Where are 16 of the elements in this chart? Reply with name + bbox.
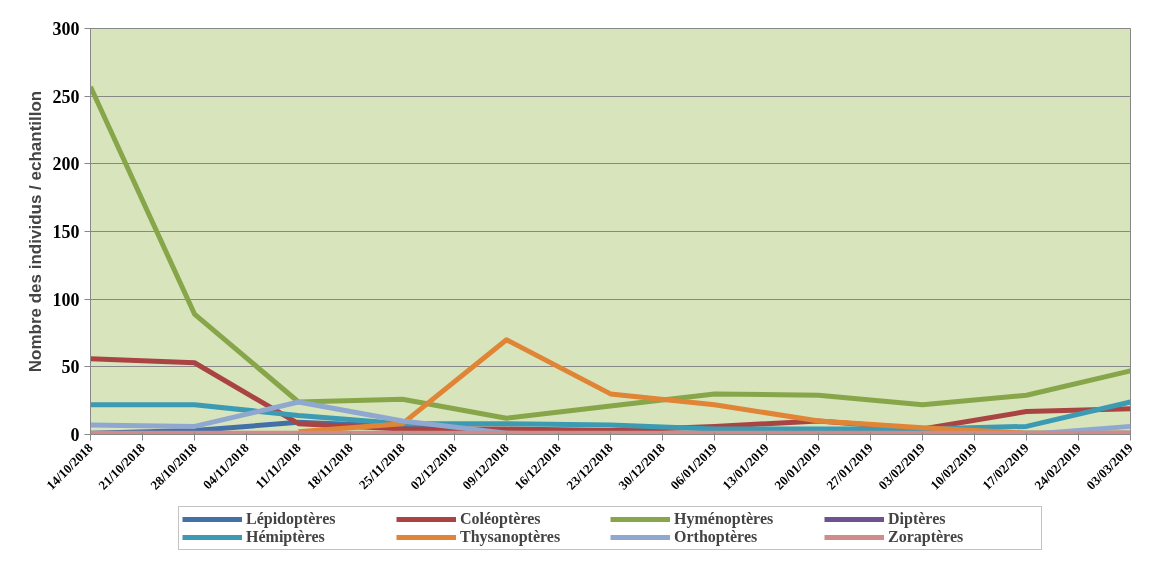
y-tick-label: 0 bbox=[70, 425, 80, 445]
legend-label: Zoraptères bbox=[888, 528, 965, 546]
legend-label: Diptères bbox=[888, 510, 947, 528]
legend-label: Lépidoptères bbox=[246, 510, 337, 528]
y-tick-label: 200 bbox=[52, 154, 80, 175]
y-tick-label: 250 bbox=[52, 86, 80, 107]
y-axis-title: Nombre des individus / echantillon bbox=[25, 90, 45, 373]
legend-label: Coléoptères bbox=[460, 510, 542, 528]
y-tick-label: 150 bbox=[52, 222, 80, 242]
y-tick-label: 300 bbox=[52, 19, 80, 39]
y-tick-label: 50 bbox=[61, 357, 80, 378]
legend-label: Hémiptères bbox=[246, 528, 326, 546]
legend-label: Hyménoptères bbox=[674, 510, 775, 528]
legend-label: Thysanoptères bbox=[460, 528, 562, 546]
y-tick-label: 100 bbox=[52, 289, 80, 310]
legend-label: Orthoptères bbox=[674, 528, 759, 546]
